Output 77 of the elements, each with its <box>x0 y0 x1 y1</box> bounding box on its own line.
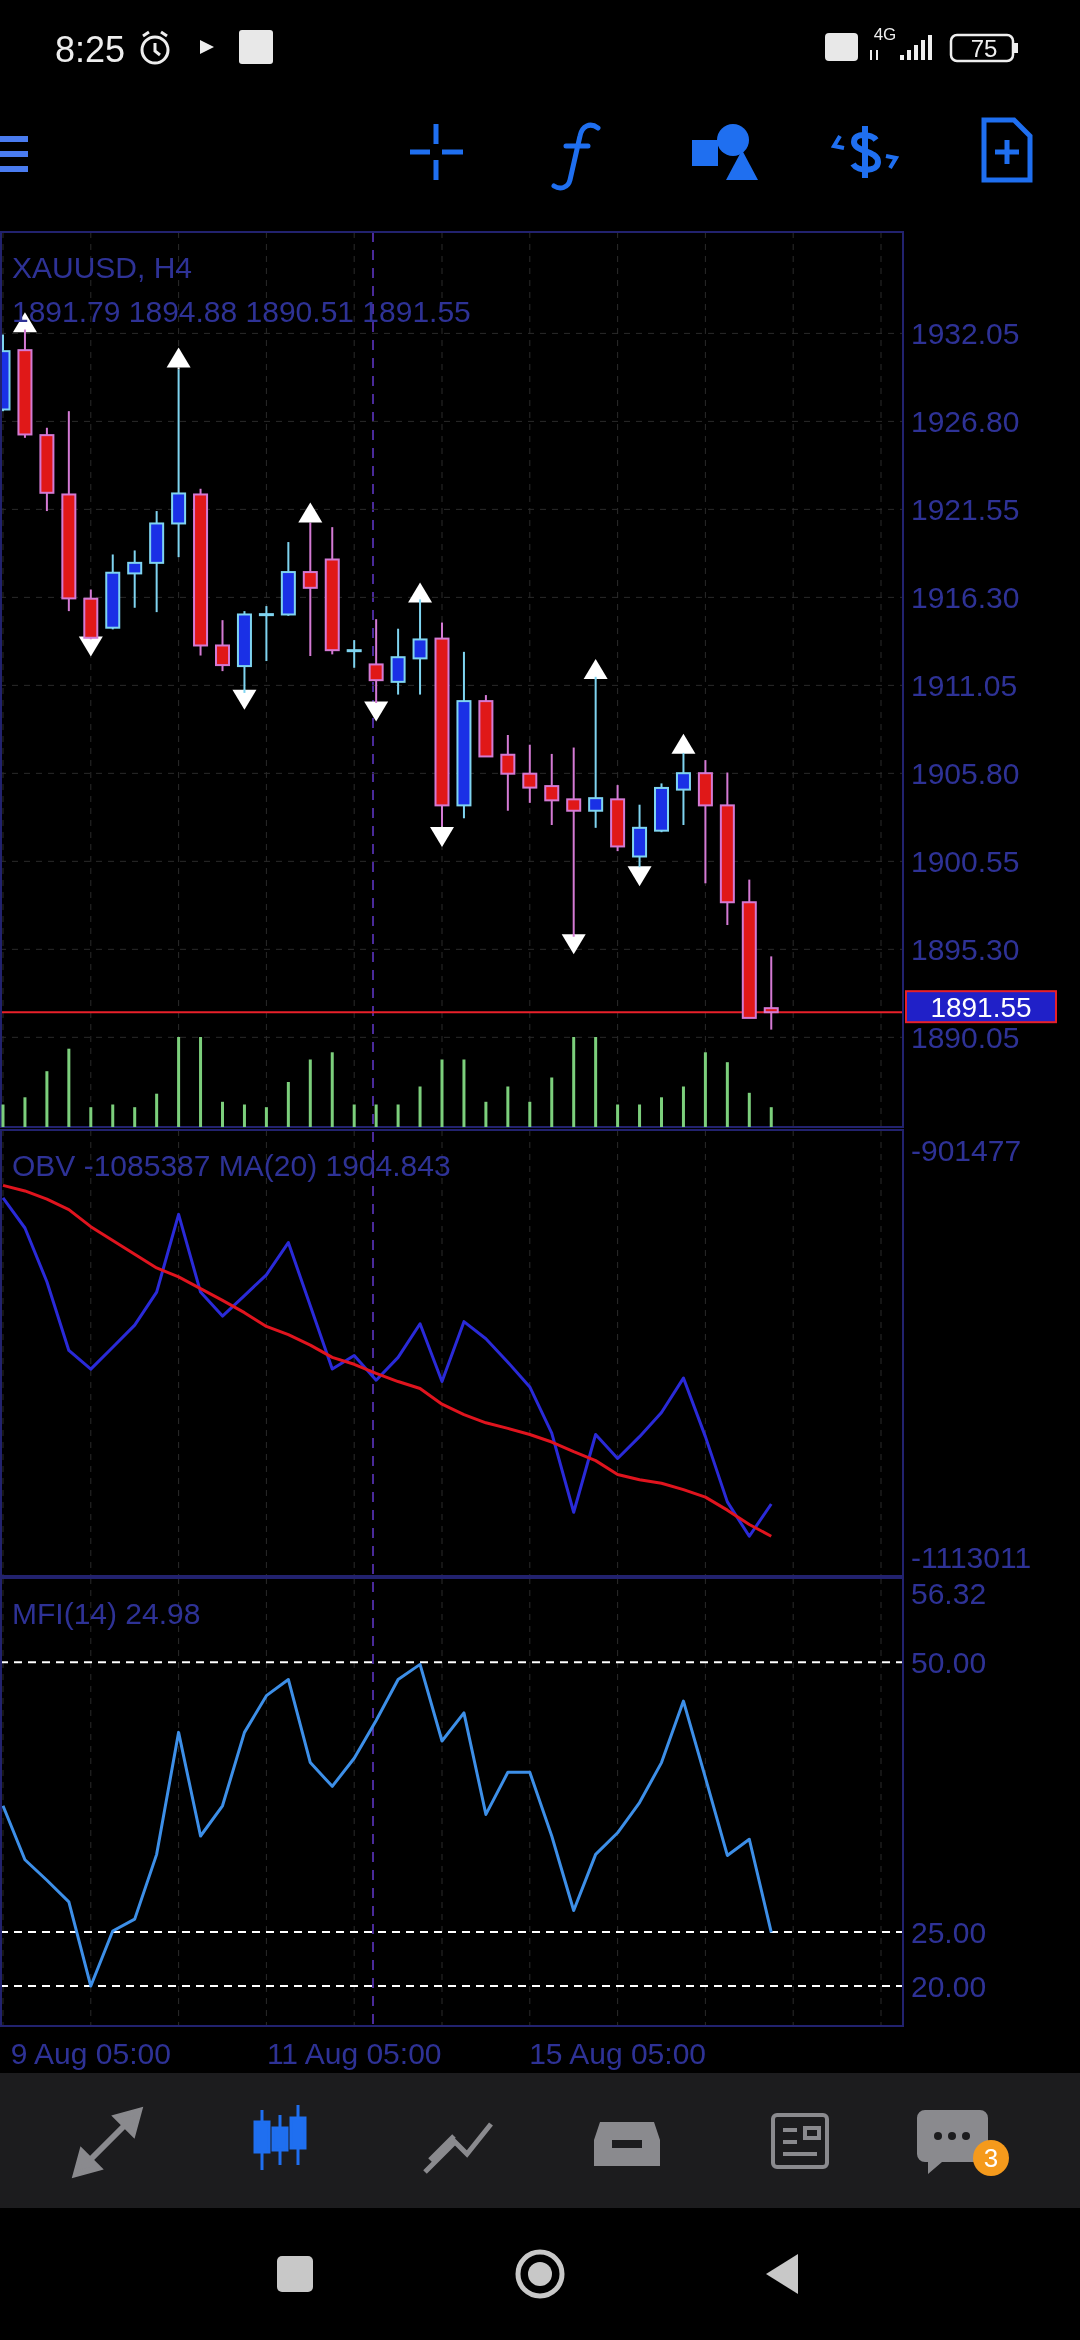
bar <box>45 1071 49 1127</box>
candlestick <box>215 619 230 673</box>
text: 75 <box>970 35 998 62</box>
bar <box>440 1059 444 1127</box>
text: OBV -1085387 MA(20) 1904.843 <box>12 1149 451 1182</box>
bar <box>418 1086 422 1127</box>
text: 3 <box>983 2143 999 2173</box>
bar <box>572 1037 576 1127</box>
y-tick-label: 1921.55 <box>911 492 1020 526</box>
bar <box>616 1104 620 1127</box>
x-tick-label: 15 Aug 05:00 <box>529 2037 707 2070</box>
y-tick-label: 20.00 <box>911 1969 987 2003</box>
x-tick-label: 11 Aug 05:00 <box>266 2037 442 2070</box>
candlestick <box>522 743 538 804</box>
bar <box>89 1107 93 1127</box>
bar <box>1 1104 5 1127</box>
bar <box>67 1048 71 1127</box>
text: 8:25 <box>55 29 126 70</box>
bar <box>725 1062 729 1127</box>
candlestick <box>763 955 779 1031</box>
y-tick-label: 1900.55 <box>911 844 1020 878</box>
bar <box>199 1037 203 1127</box>
point <box>298 502 323 523</box>
bar <box>660 1097 663 1127</box>
y-tick-label: 1895.30 <box>911 932 1020 966</box>
point <box>627 866 652 887</box>
bar <box>550 1077 554 1127</box>
bar <box>462 1059 466 1127</box>
text: 4G <box>873 25 897 44</box>
candlestick <box>500 733 516 812</box>
y-tick-label: 1911.05 <box>911 668 1018 702</box>
bar <box>242 1104 246 1127</box>
candlestick <box>346 639 362 669</box>
point <box>364 701 389 722</box>
bar <box>111 1104 115 1127</box>
bar <box>506 1086 510 1127</box>
point <box>430 827 454 848</box>
y-tick-label: 50.00 <box>911 1645 987 1679</box>
text: 1891.79 1894.88 1890.51 1891.55 <box>12 295 471 328</box>
y-tick-label: -901477 <box>911 1134 1022 1168</box>
bar <box>681 1086 685 1127</box>
bar <box>484 1101 488 1127</box>
bar <box>769 1107 773 1127</box>
bar <box>352 1104 356 1127</box>
bar <box>374 1104 378 1127</box>
bar <box>286 1082 290 1127</box>
y-tick-label: 1905.80 <box>911 756 1020 790</box>
bar <box>638 1104 642 1127</box>
point <box>561 934 586 955</box>
line-series <box>1 1662 773 1988</box>
bar <box>221 1101 224 1127</box>
bar <box>330 1052 334 1127</box>
text: XAUUSD, H4 <box>12 251 193 284</box>
candlestick <box>544 752 560 826</box>
bar <box>155 1093 159 1127</box>
bar <box>747 1092 751 1127</box>
bar <box>177 1037 181 1127</box>
y-tick-label: 56.32 <box>911 1577 987 1611</box>
bar <box>133 1107 137 1127</box>
y-tick-label: 25.00 <box>911 1915 987 1949</box>
bar <box>703 1052 707 1127</box>
bar <box>308 1059 312 1127</box>
y-tick-label: -1113011 <box>911 1540 1032 1574</box>
bar <box>264 1107 268 1127</box>
point <box>232 689 257 710</box>
bar <box>396 1104 400 1127</box>
bar <box>594 1037 598 1127</box>
y-tick-label: 1926.80 <box>911 404 1020 438</box>
text: MFI(14) 24.98 <box>12 1597 201 1630</box>
bar <box>23 1097 27 1127</box>
y-tick-label: 1932.05 <box>911 316 1020 350</box>
bar <box>528 1101 532 1127</box>
x-tick-label: 9 Aug 05:00 <box>10 2037 171 2070</box>
point <box>166 347 191 368</box>
y-tick-label: 1916.30 <box>911 580 1020 614</box>
candlestick <box>258 605 274 663</box>
candlestick <box>127 549 143 609</box>
